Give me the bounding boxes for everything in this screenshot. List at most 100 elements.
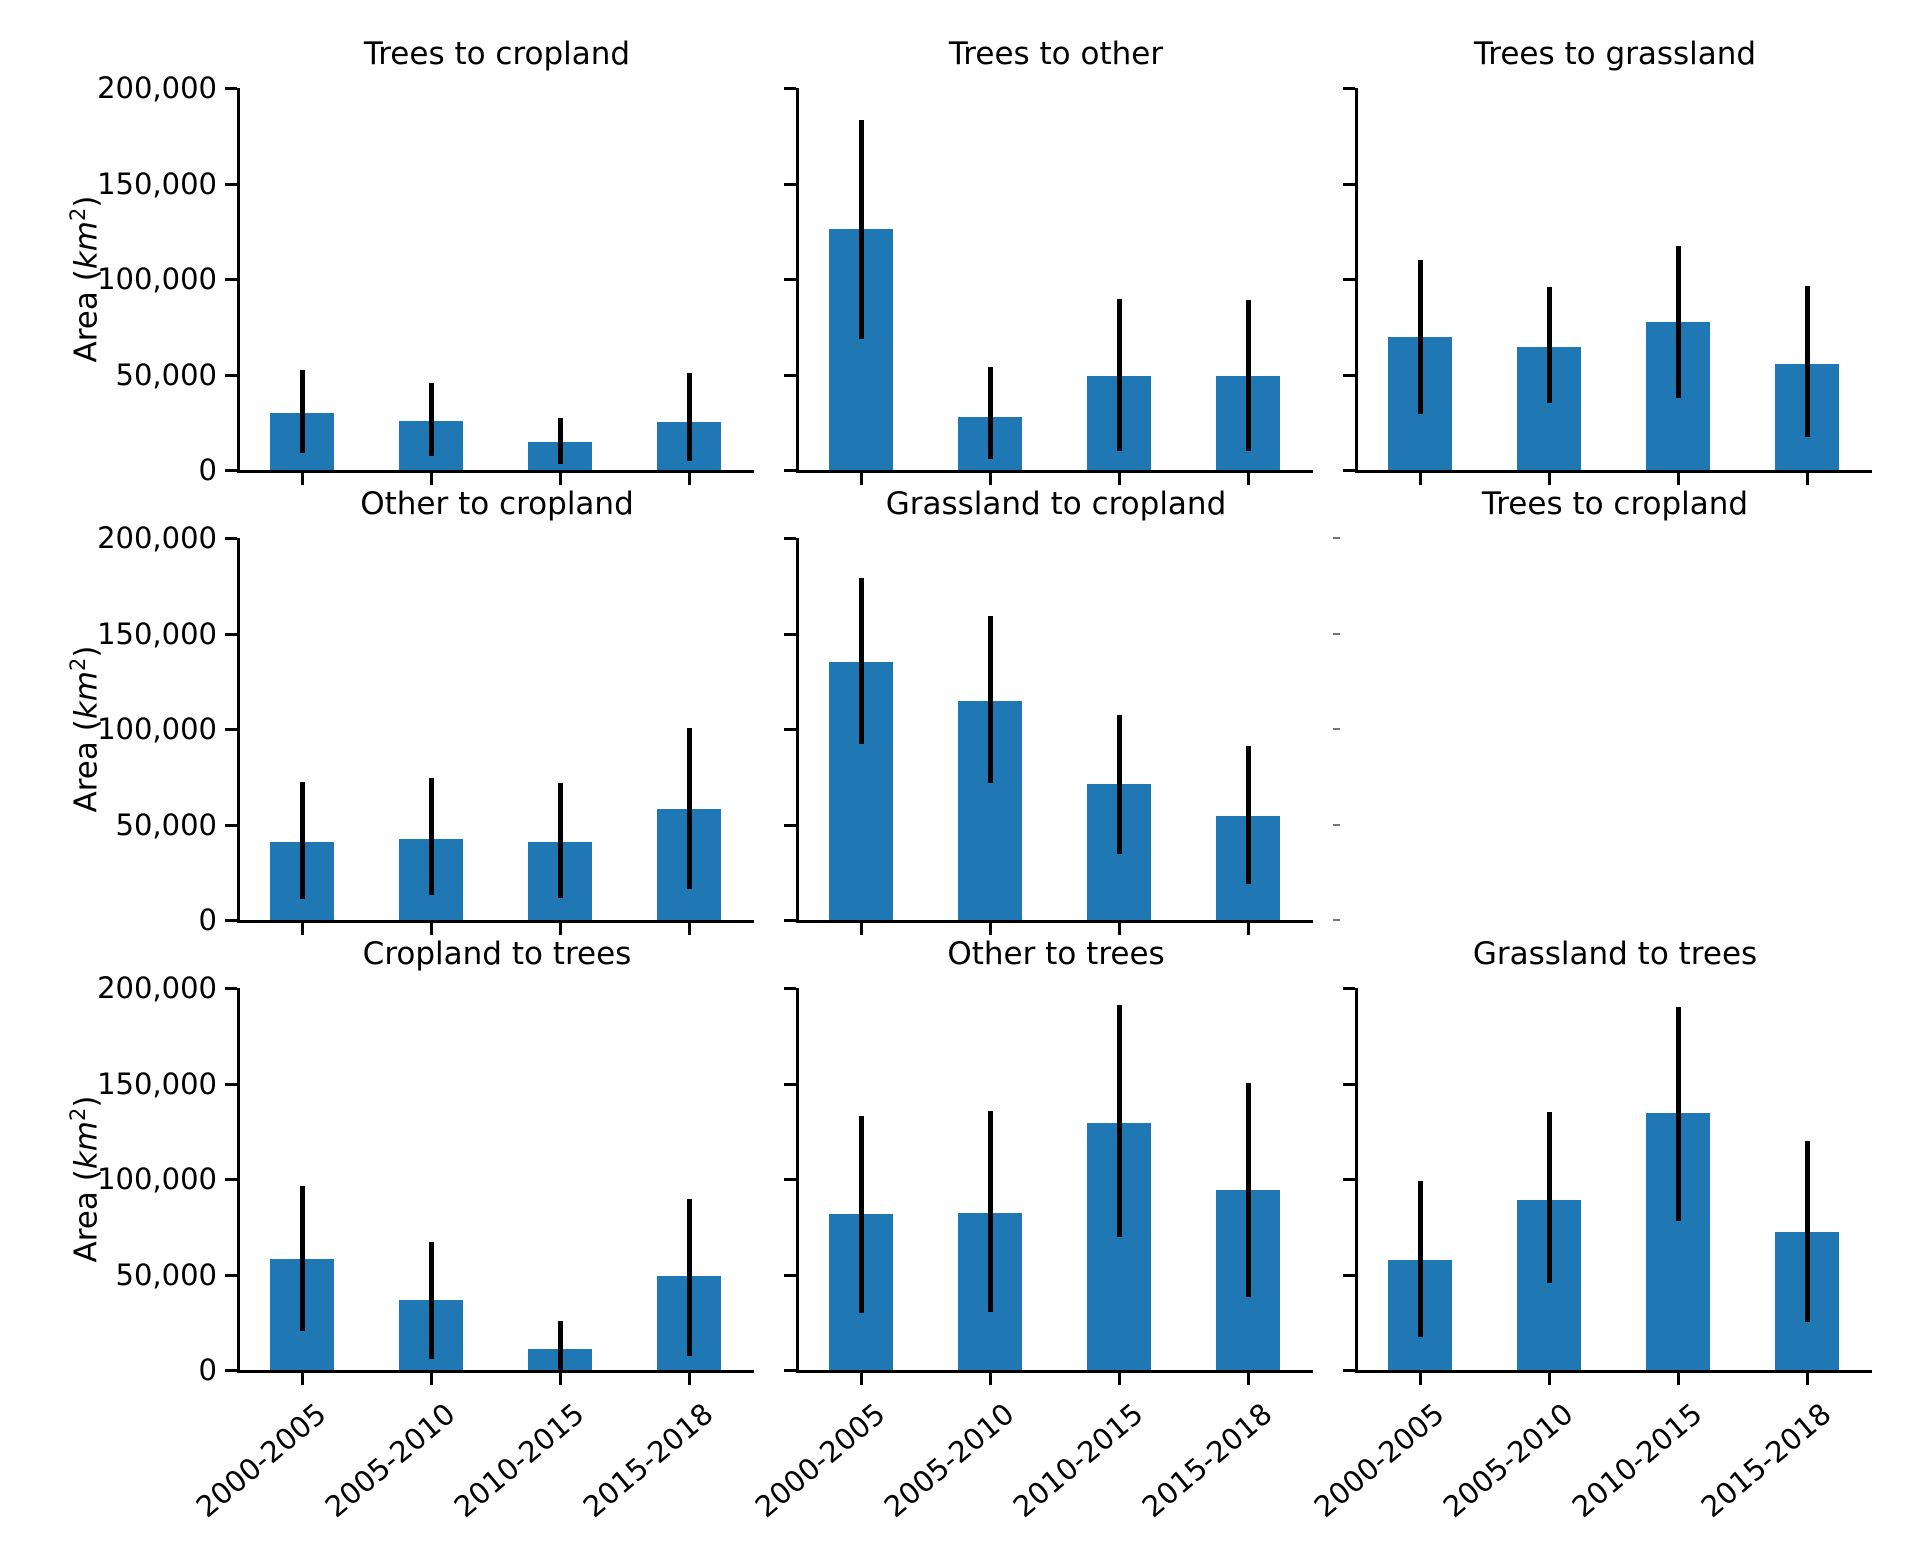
subplot-other-to-cropland-3-bottom-spine [237,920,754,923]
ylabel-suffix: ) [68,645,105,658]
subplot-trees-to-cropland-0-title: Trees to cropland [363,36,631,72]
ylabel-superscript: 2 [66,207,90,222]
subplot-trees-to-grassland-2-error-bar-3 [1804,285,1810,437]
subplot-trees-to-grassland-2-error-bar-0 [1417,259,1423,414]
subplot-trees-to-cropland-0-ytick [225,278,237,281]
subplot-trees-to-cropland-5-faint-tick [1333,728,1340,730]
subplot-other-to-cropland-3-ylabel: Area (km2) [55,538,105,920]
subplot-grassland-to-trees-8-ytick [1343,1082,1355,1086]
subplot-cropland-to-trees-6-ytick [225,1178,237,1181]
subplot-trees-to-cropland-0-ylabel: Area (km2) [55,88,105,470]
subplot-other-to-cropland-3-xtick-2 [558,923,562,935]
subplot-trees-to-other-1-ytick [784,373,796,377]
subplot-trees-to-cropland-0-left-spine [237,88,240,473]
subplot-cropland-to-trees-6-ylabel: Area (km2) [55,988,105,1370]
subplot-trees-to-other-1-xtick-2 [1117,473,1121,485]
subplot-trees-to-cropland-5-faint-tick [1333,632,1340,635]
subplot-trees-to-cropland-0-xtick-3 [687,473,691,485]
subplot-cropland-to-trees-6-error-bar-3 [686,1199,692,1356]
subplot-other-to-trees-7-error-bar-0 [858,1115,864,1313]
subplot-other-to-cropland-3-ytick-label: 0 [198,903,217,937]
subplot-other-to-trees-7-ytick [784,1082,796,1086]
subplot-trees-to-other-1-error-bar-1 [987,366,993,460]
ylabel-suffix: ) [68,1095,105,1108]
subplot-trees-to-cropland-0-ytick-label: 0 [198,453,217,487]
subplot-cropland-to-trees-6-ytick-label: 150,000 [97,1066,217,1101]
subplot-grassland-to-cropland-4-error-bar-0 [858,578,864,745]
subplot-trees-to-cropland-0-xtick-1 [429,473,433,485]
subplot-trees-to-cropland-5-title: Trees to cropland [1481,486,1749,522]
subplot-cropland-to-trees-6-error-bar-1 [428,1242,434,1360]
subplot-trees-to-grassland-2-xtick-0 [1418,473,1422,485]
subplot-trees-to-grassland-2-error-bar-2 [1675,245,1681,399]
subplot-cropland-to-trees-6-xtick-1 [429,1373,433,1385]
subplot-cropland-to-trees-6-ytick-label: 200,000 [97,971,217,1005]
subplot-grassland-to-trees-8-bottom-spine [1355,1370,1872,1373]
subplot-trees-to-grassland-2-ytick [1343,87,1355,90]
subplot-cropland-to-trees-6-xtick-3 [687,1373,691,1385]
subplot-grassland-to-trees-8-ytick [1343,1178,1355,1181]
subplot-grassland-to-cropland-4-left-spine [796,538,799,923]
subplot-other-to-cropland-3-ytick [225,823,237,827]
subplot-trees-to-cropland-5-faint-tick [1333,537,1340,539]
subplot-grassland-to-trees-8-xtick-3 [1805,1373,1809,1385]
subplot-other-to-cropland-3-ytick [225,632,237,636]
subplot-other-to-trees-7-title: Other to trees [947,936,1165,972]
subplot-other-to-cropland-3-ytick [225,728,237,731]
subplot-trees-to-other-1-xtick-0 [859,473,863,485]
subplot-trees-to-cropland-0-ytick [225,182,237,186]
subplot-cropland-to-trees-6-ytick [225,1369,237,1372]
subplot-grassland-to-cropland-4-bottom-spine [796,920,1313,923]
subplot-trees-to-grassland-2-error-bar-1 [1546,286,1552,404]
subplot-trees-to-other-1-ytick [784,278,796,281]
subplot-trees-to-grassland-2-bottom-spine [1355,470,1872,473]
subplot-trees-to-other-1-ytick [784,469,796,472]
subplot-other-to-cropland-3-ytick [225,537,237,540]
subplot-other-to-trees-7-ytick [784,1369,796,1372]
subplot-trees-to-grassland-2-xtick-2 [1676,473,1680,485]
subplot-trees-to-cropland-5-faint-tick [1333,919,1340,921]
subplot-other-to-trees-7-error-bar-3 [1245,1082,1251,1298]
subplot-other-to-cropland-3-error-bar-3 [686,728,692,890]
subplot-trees-to-other-1-left-spine [796,88,799,473]
subplot-trees-to-grassland-2-xtick-3 [1805,473,1809,485]
subplot-trees-to-grassland-2-ytick [1343,373,1355,377]
subplot-trees-to-other-1-error-bar-0 [858,120,864,340]
subplot-grassland-to-cropland-4-ytick [784,728,796,731]
subplot-trees-to-cropland-0-xtick-2 [558,473,562,485]
subplot-cropland-to-trees-6-xtick-2 [558,1373,562,1385]
subplot-grassland-to-trees-8-error-bar-2 [1675,1007,1681,1221]
subplot-other-to-cropland-3-ytick-label: 100,000 [97,712,217,746]
subplot-cropland-to-trees-6-xtick-0 [300,1373,304,1385]
subplot-other-to-trees-7-xtick-1 [988,1373,992,1385]
subplot-grassland-to-trees-8-ytick [1343,987,1355,990]
subplot-trees-to-cropland-0-ytick-label: 150,000 [97,166,217,201]
subplot-grassland-to-cropland-4-ytick [784,632,796,636]
subplot-grassland-to-trees-8-ytick [1343,1369,1355,1372]
subplot-other-to-cropland-3-error-bar-1 [428,777,434,896]
subplot-other-to-trees-7-xtick-0 [859,1373,863,1385]
subplot-grassland-to-cropland-4-xtick-2 [1117,923,1121,935]
subplot-cropland-to-trees-6-error-bar-0 [299,1185,305,1331]
subplot-other-to-cropland-3-left-spine [237,538,240,923]
ylabel-prefix: Area ( [68,1169,105,1263]
subplot-trees-to-grassland-2-title: Trees to grassland [1473,36,1757,72]
subplot-trees-to-other-1-error-bar-3 [1245,300,1251,451]
subplot-trees-to-cropland-0-ytick-label: 200,000 [97,71,217,105]
subplot-trees-to-other-1-ytick [784,87,796,90]
ylabel-unit: km [68,221,105,270]
subplot-trees-to-other-1-title: Trees to other [948,36,1164,72]
subplot-cropland-to-trees-6-ytick [225,1273,237,1277]
subplot-trees-to-other-1-bottom-spine [796,470,1313,473]
subplot-other-to-trees-7-bottom-spine [796,1370,1313,1373]
subplot-cropland-to-trees-6-left-spine [237,988,240,1373]
ylabel-unit: km [68,671,105,720]
subplot-other-to-trees-7-left-spine [796,988,799,1373]
subplot-trees-to-grassland-2-ytick [1343,469,1355,472]
subplot-grassland-to-cropland-4-error-bar-1 [987,616,993,784]
subplot-other-to-cropland-3-ytick [225,919,237,922]
subplot-trees-to-other-1-xtick-3 [1246,473,1250,485]
subplot-trees-to-cropland-0-error-bar-3 [686,372,692,462]
subplot-cropland-to-trees-6-error-bar-2 [557,1321,563,1373]
